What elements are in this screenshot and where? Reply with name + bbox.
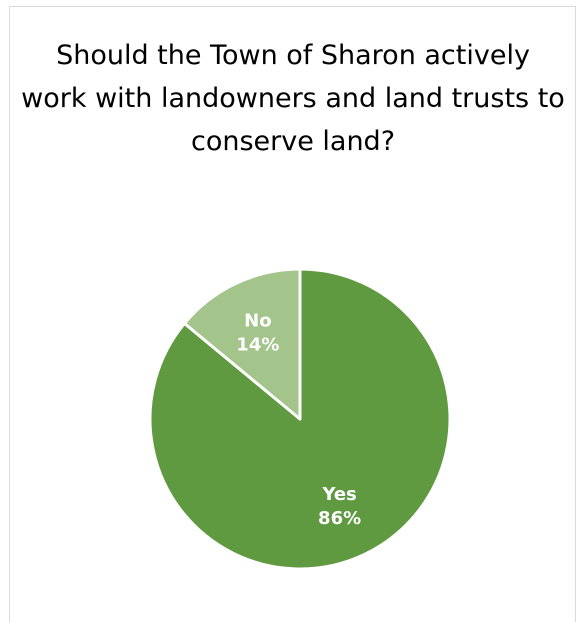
slice-value-label-no: 14% — [236, 334, 279, 355]
slice-labels: Yes 86% No 14% — [236, 310, 361, 529]
slice-value-label-yes: 86% — [318, 508, 361, 529]
pie-slice-no — [182, 267, 302, 421]
slice-category-label-yes: Yes — [321, 484, 356, 505]
pie-slices — [148, 267, 452, 571]
pie-slice-yes — [148, 267, 452, 571]
chart-title: Should the Town of Sharon actively work … — [21, 40, 565, 157]
slice-category-label-no: No — [244, 310, 271, 331]
